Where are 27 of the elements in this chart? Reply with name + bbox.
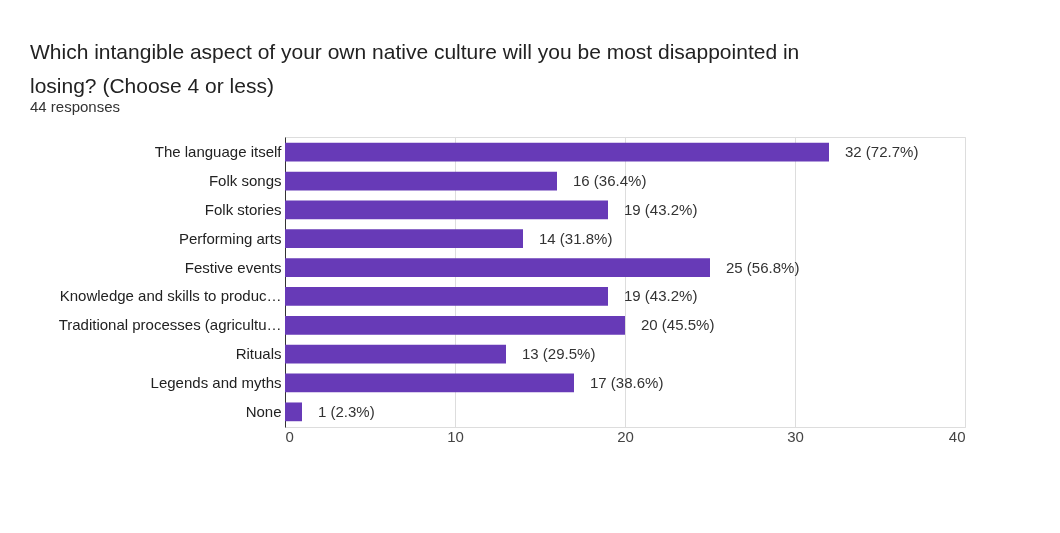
y-tick-label: The language itself bbox=[154, 143, 283, 161]
x-tick-label: 40 bbox=[948, 427, 966, 445]
x-tick-label: 0 bbox=[285, 427, 294, 445]
x-tick-label: 30 bbox=[787, 427, 804, 445]
data-label: 1 (2.3%) bbox=[318, 402, 375, 420]
y-tick-label: Festive events bbox=[184, 258, 282, 276]
x-tick-label: 20 bbox=[617, 427, 634, 445]
data-label: 13 (29.5%) bbox=[522, 345, 596, 363]
data-label: 19 (43.2%) bbox=[624, 200, 698, 218]
x-tick-label: 10 bbox=[447, 427, 464, 445]
y-tick-label: Traditional processes (agricultu… bbox=[58, 316, 282, 334]
y-tick-label: Legends and myths bbox=[150, 374, 282, 391]
data-label: 16 (36.4%) bbox=[573, 172, 647, 189]
chart-title: Which intangible aspect of your own native culture will you be most disappointed in losing? (Choose 4 or less) bbox=[30, 40, 800, 97]
y-tick-label: None bbox=[245, 402, 282, 420]
y-tick-label: Rituals bbox=[235, 345, 282, 363]
text: 44 responses bbox=[30, 98, 121, 115]
data-label: 20 (45.5%) bbox=[641, 316, 715, 334]
y-tick-label: Knowledge and skills to produc… bbox=[59, 287, 282, 305]
data-label: 25 (56.8%) bbox=[726, 258, 800, 276]
y-tick-label: Folk songs bbox=[208, 172, 282, 189]
y-tick-label: Performing arts bbox=[178, 229, 282, 247]
data-label: 32 (72.7%) bbox=[845, 143, 919, 161]
y-tick-label: Folk stories bbox=[204, 200, 282, 218]
data-label: 14 (31.8%) bbox=[539, 229, 613, 247]
data-label: 17 (38.6%) bbox=[590, 374, 664, 391]
data-label: 19 (43.2%) bbox=[624, 287, 698, 305]
